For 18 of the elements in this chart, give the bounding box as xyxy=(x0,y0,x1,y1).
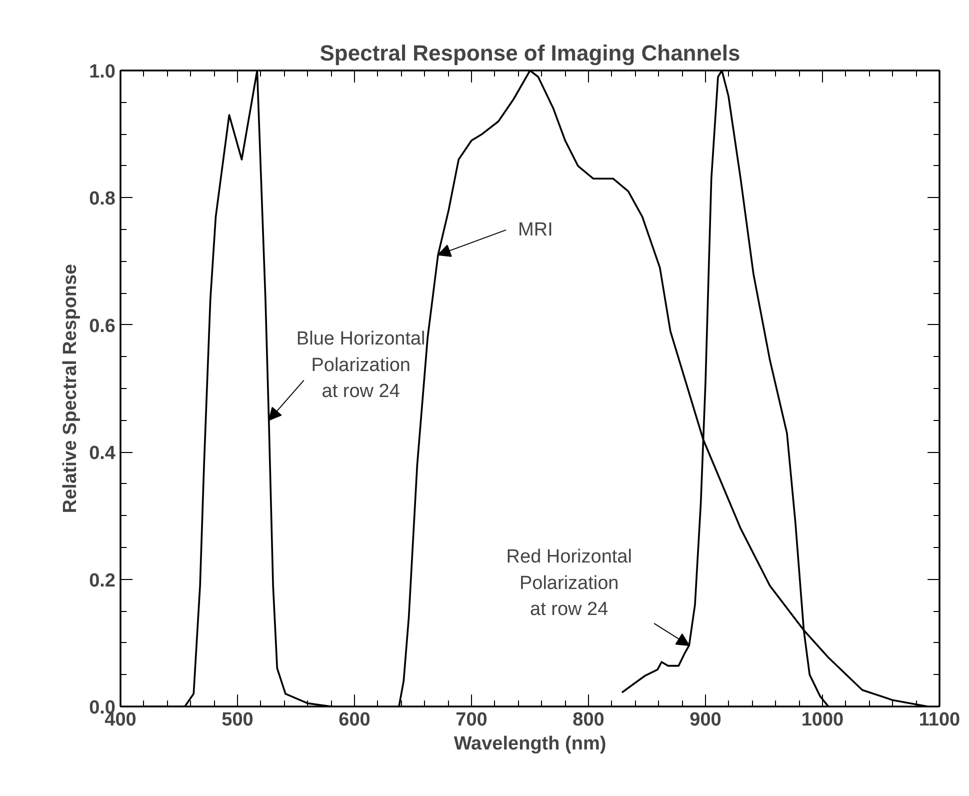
x-tick-label: 800 xyxy=(572,710,604,730)
x-tick-label: 700 xyxy=(456,710,488,730)
y-tick-label: 0.8 xyxy=(89,188,116,210)
y-tick-label: 0.4 xyxy=(89,443,116,464)
y-tick-label: 0.2 xyxy=(89,570,116,592)
annotation: MRI xyxy=(518,219,553,240)
x-tick-label: 600 xyxy=(338,710,370,730)
x-tick-label: 1100 xyxy=(918,710,960,730)
annotation: Blue Horizontal Polarization at row 24 xyxy=(296,328,426,402)
x-tick-label: 1000 xyxy=(801,710,844,730)
x-tick-label: 500 xyxy=(222,710,254,730)
y-axis-title: Relative Spectral Response xyxy=(60,264,82,514)
y-tick-label: 1.0 xyxy=(89,62,116,82)
x-axis-title: Wavelength (nm) xyxy=(454,734,606,754)
chart-title: Spectral Response of Imaging Channels xyxy=(320,40,740,66)
annotation: Red Horizontal Polarization at row 24 xyxy=(506,546,632,620)
y-tick-label: 0.6 xyxy=(89,316,116,337)
x-tick-label: 900 xyxy=(690,710,722,730)
